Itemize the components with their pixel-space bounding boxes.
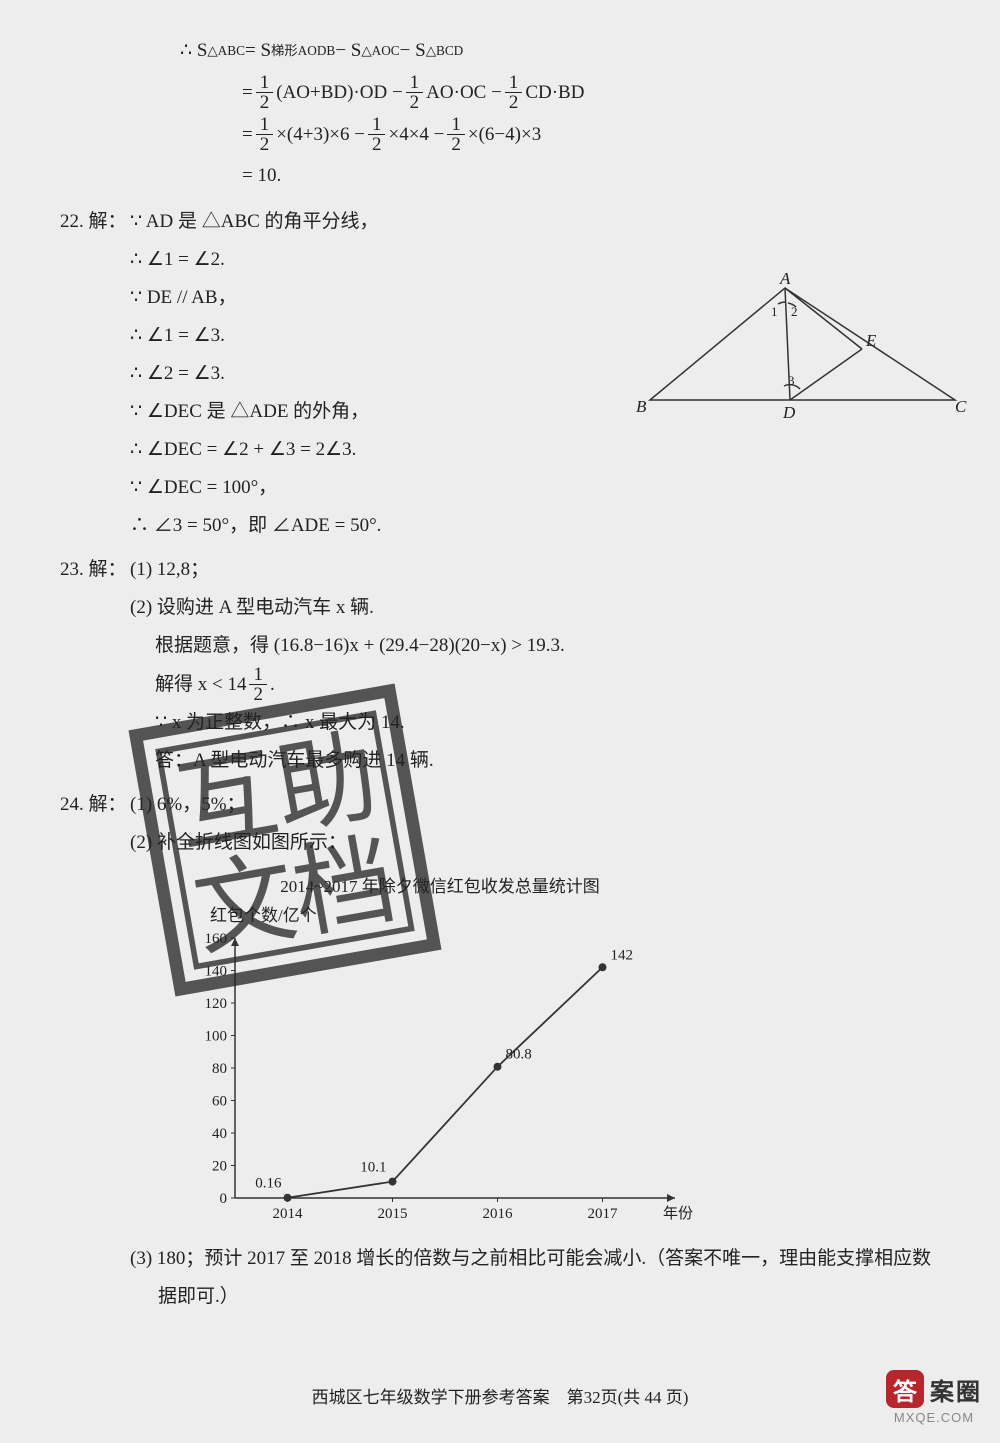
- angle-label: 3: [788, 373, 795, 388]
- problem-text: 答：A 型电动汽车最多购进 14 辆.: [155, 742, 950, 780]
- svg-text:80.8: 80.8: [506, 1047, 532, 1063]
- problem-text: 根据题意，得 (16.8−16)x + (29.4−28)(20−x) > 19…: [155, 627, 950, 665]
- chart-ylabel: 红包个数/亿个: [210, 901, 700, 926]
- angle-label: 2: [791, 304, 798, 319]
- eq-line-2: = 12 (AO+BD)·OD − 12 AO·OC − 12 CD·BD: [242, 72, 950, 114]
- eq-text: ×(4+3)×6 −: [276, 114, 365, 156]
- eq-line-1: ∴ S △ABC = S 梯形AODB − S △AOC − S △BCD: [180, 30, 950, 72]
- eq-text: =: [242, 72, 253, 114]
- eq-sub: 梯形AODB: [271, 36, 335, 65]
- svg-text:100: 100: [205, 1029, 228, 1045]
- svg-text:0.16: 0.16: [255, 1176, 282, 1192]
- vertex-label: B: [636, 397, 647, 416]
- chart-svg: 0 20 40 60 80 100 120 140 160 2014 2015 2016 2017 0.1…: [180, 928, 700, 1228]
- problem-text: (2) 设购进 A 型电动汽车 x 辆.: [130, 589, 950, 627]
- problem-text: ∵ AD 是 △ABC 的角平分线，: [130, 203, 379, 241]
- line-chart: 2014~2017 年除夕微信红包收发总量统计图 红包个数/亿个 0 20 40 60…: [180, 872, 700, 1234]
- svg-text:60: 60: [212, 1094, 227, 1110]
- problem-23: 23. 解： (1) 12,8； (2) 设购进 A 型电动汽车 x 辆. 根据…: [60, 551, 950, 780]
- vertex-label: E: [865, 331, 877, 350]
- problem-number: 24. 解：: [60, 786, 130, 824]
- vertex-label: C: [955, 397, 967, 416]
- fraction-half: 12: [256, 115, 274, 154]
- eq-sub: △ABC: [207, 36, 245, 65]
- svg-text:80: 80: [212, 1061, 227, 1077]
- eq-text: = S: [245, 30, 271, 72]
- eq-sub: △AOC: [361, 36, 399, 65]
- problem-text: 解得 x < 14 12 .: [155, 665, 950, 704]
- problem-text: ∴ ∠3 = 50°，即 ∠ADE = 50°.: [130, 507, 950, 545]
- problem-text: (1) 12,8；: [130, 551, 209, 589]
- fraction-half: 12: [447, 115, 465, 154]
- logo-badge: 答: [886, 1370, 924, 1408]
- fraction-half: 12: [368, 115, 386, 154]
- svg-text:2017: 2017: [588, 1206, 619, 1222]
- svg-text:2015: 2015: [378, 1206, 408, 1222]
- svg-text:120: 120: [205, 996, 228, 1012]
- chart-title: 2014~2017 年除夕微信红包收发总量统计图: [180, 872, 700, 897]
- problem-text: ∵ ∠DEC = 100°，: [130, 469, 950, 507]
- problem-text: (3) 180；预计 2017 至 2018 增长的倍数与之前相比可能会减小.（…: [130, 1240, 950, 1316]
- eq-line-4: = 10.: [242, 155, 950, 197]
- eq-text: = 10.: [242, 155, 281, 197]
- eq-text: − S: [400, 30, 426, 72]
- problem-text: ∵ x 为正整数，∴ x 最大为 14.: [155, 704, 950, 742]
- triangle-diagram: A B C D E 1 2 3: [630, 270, 970, 440]
- eq-text: ×4×4 −: [388, 114, 444, 156]
- svg-text:2014: 2014: [273, 1206, 304, 1222]
- eq-sub: △BCD: [426, 36, 464, 65]
- eq-text: CD·BD: [525, 72, 584, 114]
- eq-text: AO·OC −: [426, 72, 502, 114]
- eq-text: =: [242, 114, 253, 156]
- eq-text: − S: [335, 30, 361, 72]
- eq-line-3: = 12 ×(4+3)×6 − 12 ×4×4 − 12 ×(6−4)×3: [242, 114, 950, 156]
- svg-text:142: 142: [611, 947, 634, 963]
- page-footer: 西城区七年级数学下册参考答案 第32页(共 44 页): [0, 1383, 1000, 1408]
- problem-number: 22. 解：: [60, 203, 130, 241]
- svg-text:年份: 年份: [663, 1205, 693, 1222]
- svg-text:0: 0: [220, 1191, 228, 1207]
- problem-24: 24. 解： (1) 6%，5%； (2) 补全折线图如图所示：: [60, 786, 950, 862]
- angle-label: 1: [771, 304, 778, 319]
- eq-text: ×(6−4)×3: [468, 114, 541, 156]
- svg-text:10.1: 10.1: [360, 1160, 386, 1176]
- eq-text: ∴ S: [180, 30, 207, 72]
- fraction-half: 12: [256, 73, 274, 112]
- logo-text: 案圈: [930, 1372, 982, 1407]
- fraction-half: 12: [249, 665, 267, 704]
- fraction-half: 12: [505, 73, 523, 112]
- fraction-half: 12: [406, 73, 424, 112]
- svg-text:140: 140: [205, 964, 228, 980]
- logo-url: MXQE.COM: [894, 1410, 974, 1425]
- vertex-label: A: [779, 270, 791, 288]
- problem-text: (2) 补全折线图如图所示：: [130, 824, 950, 862]
- vertex-label: D: [782, 403, 796, 422]
- problem-text: (1) 6%，5%；: [130, 786, 246, 824]
- eq-text: (AO+BD)·OD −: [276, 72, 402, 114]
- svg-text:2016: 2016: [483, 1206, 514, 1222]
- site-watermark: 答 案圈 MXQE.COM: [886, 1370, 982, 1425]
- svg-text:20: 20: [212, 1159, 227, 1175]
- problem-number: 23. 解：: [60, 551, 130, 589]
- problem-24-3: (3) 180；预计 2017 至 2018 增长的倍数与之前相比可能会减小.（…: [60, 1240, 950, 1316]
- svg-text:40: 40: [212, 1126, 227, 1142]
- equation-block: ∴ S △ABC = S 梯形AODB − S △AOC − S △BCD = …: [180, 30, 950, 197]
- svg-text:160: 160: [205, 931, 228, 947]
